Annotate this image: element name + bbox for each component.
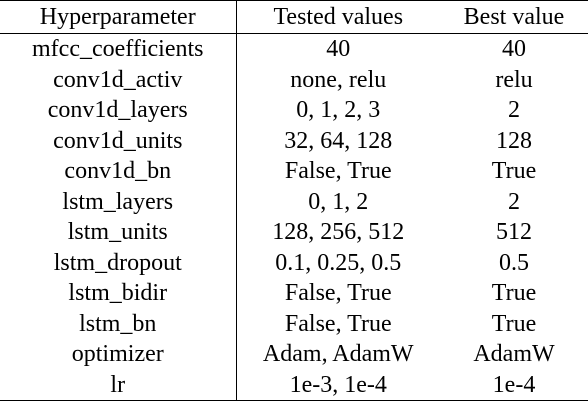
table-row: optimizer Adam, AdamW AdamW (0, 339, 588, 370)
cell-hyperparameter: lstm_dropout (0, 247, 237, 278)
cell-best-value: 2 (508, 188, 520, 215)
cell-best-value: 128 (496, 127, 532, 154)
cell-best-value: 2 (508, 97, 520, 124)
table-row: lstm_layers 0, 1, 2 2 (0, 186, 588, 217)
cell-hyperparameter: lstm_layers (0, 186, 237, 217)
cell-tested-values: none, relu (290, 66, 387, 93)
header-hyperparameter: Hyperparameter (0, 0, 237, 34)
cell-tested-values: 32, 64, 128 (284, 127, 393, 154)
cell-best-value: True (491, 310, 537, 337)
header-row: Hyperparameter Tested values Best value (0, 0, 588, 34)
cell-tested-values: 40 (326, 36, 351, 63)
cell-tested-values: False, True (284, 158, 392, 185)
header-best-value: Best value (440, 0, 588, 34)
cell-hyperparameter: lstm_bidir (0, 278, 237, 309)
header-tested-values: Tested values (236, 0, 440, 34)
cell-best-value: relu (495, 66, 533, 93)
cell-best-value: True (491, 280, 537, 307)
cell-hyperparameter: conv1d_bn (0, 156, 237, 187)
table-header: Hyperparameter Tested values Best value (0, 0, 588, 34)
cell-hyperparameter: mfcc_coefficients (0, 33, 237, 65)
cell-best-value: 40 (502, 36, 526, 63)
table-row: mfcc_coefficients 40 40 (0, 33, 588, 65)
cell-tested-values: 0, 1, 2 (308, 188, 369, 215)
table-row: lr 1e-3, 1e-4 1e-4 (0, 369, 588, 401)
table-row: conv1d_activ none, relu relu (0, 64, 588, 95)
cell-hyperparameter: conv1d_activ (0, 64, 237, 95)
table-row: lstm_units 128, 256, 512 512 (0, 217, 588, 248)
cell-hyperparameter: optimizer (0, 339, 237, 370)
cell-best-value: AdamW (473, 341, 555, 368)
cell-tested-values: False, True (284, 310, 392, 337)
cell-tested-values: 0, 1, 2, 3 (296, 97, 381, 124)
table-row: lstm_bn False, True True (0, 308, 588, 339)
table-row: lstm_dropout 0.1, 0.25, 0.5 0.5 (0, 247, 588, 278)
table-row: conv1d_layers 0, 1, 2, 3 2 (0, 95, 588, 126)
table-row: conv1d_units 32, 64, 128 128 (0, 125, 588, 156)
cell-hyperparameter: conv1d_layers (0, 95, 237, 126)
cell-tested-values: Adam, AdamW (262, 341, 414, 368)
cell-tested-values: 1e-3, 1e-4 (236, 369, 440, 401)
cell-tested-values: 128, 256, 512 (272, 219, 405, 246)
table-body: mfcc_coefficients 40 40 conv1d_activ non… (0, 33, 588, 401)
cell-hyperparameter: lr (0, 369, 237, 401)
cell-tested-values: 0.1, 0.25, 0.5 (275, 249, 402, 276)
cell-best-value: 512 (496, 219, 532, 246)
table-row: conv1d_bn False, True True (0, 156, 588, 187)
cell-best-value: 1e-4 (440, 369, 588, 401)
cell-hyperparameter: lstm_units (0, 217, 237, 248)
cell-best-value: 0.5 (499, 249, 529, 276)
cell-hyperparameter: conv1d_units (0, 125, 237, 156)
cell-hyperparameter: lstm_bn (0, 308, 237, 339)
cell-best-value: True (491, 158, 537, 185)
table-row: lstm_bidir False, True True (0, 278, 588, 309)
cell-tested-values: False, True (284, 280, 392, 307)
